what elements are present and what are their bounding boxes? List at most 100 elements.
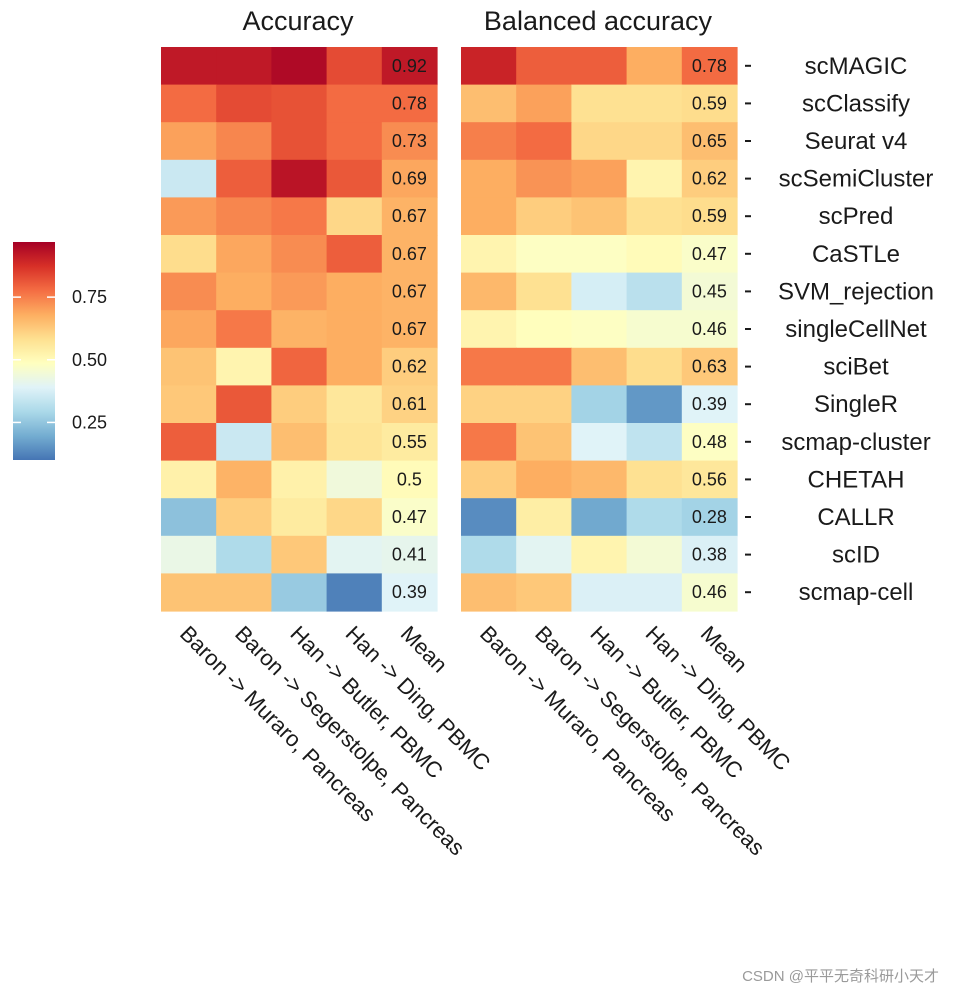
balanced-accuracy-cell (681, 535, 738, 574)
balanced-accuracy-cell (571, 460, 628, 499)
balanced-accuracy-cell (571, 235, 628, 274)
accuracy-cell (161, 84, 217, 123)
balanced-accuracy-cell (681, 460, 738, 499)
accuracy-cell (381, 535, 438, 574)
balanced-accuracy-cell (461, 122, 517, 161)
accuracy-cell (326, 235, 383, 274)
accuracy-cell (216, 573, 272, 612)
balanced-accuracy-cell (571, 423, 628, 462)
method-labels: scMAGIC scClassify Seurat v4 scSemiCluster s… (745, 53, 934, 606)
balanced-accuracy-cell (626, 159, 683, 198)
accuracy-cell (381, 159, 438, 198)
accuracy-cell (271, 385, 328, 424)
accuracy-cell (216, 197, 272, 236)
balanced-accuracy-cell (571, 347, 628, 386)
balanced-accuracy-cell (571, 159, 628, 198)
balanced-accuracy-mean-label: 0.39 (692, 394, 727, 414)
balanced-accuracy-cell (461, 535, 517, 574)
row-label-callr: CALLR (817, 504, 894, 531)
balanced-accuracy-cell (626, 47, 683, 86)
accuracy-cell (326, 347, 383, 386)
accuracy-mean-label: 0.62 (392, 357, 427, 377)
balanced-accuracy-cell (626, 423, 683, 462)
balanced-accuracy-cell (516, 347, 572, 386)
row-label-scid: scID (832, 542, 880, 569)
row-label-singlecellnet: singleCellNet (785, 316, 927, 343)
row-label-seurat-v4: Seurat v4 (805, 128, 908, 155)
balanced-accuracy-heatmap: 0.78 0.59 0.65 0.62 0.59 0.47 0.45 0.46 0.63 0.39… (461, 47, 738, 612)
balanced-accuracy-cell (516, 84, 572, 123)
row-label-chetah: CHETAH (808, 466, 905, 493)
balanced-accuracy-mean-label: 0.65 (692, 131, 727, 151)
balanced-accuracy-cell (571, 310, 628, 349)
accuracy-cell (326, 310, 383, 349)
accuracy-cell (271, 272, 328, 311)
balanced-accuracy-cell (516, 498, 572, 537)
legend-tick-label: 0.50 (72, 350, 107, 370)
accuracy-cell (271, 498, 328, 537)
balanced-accuracy-cell (681, 573, 738, 612)
accuracy-cell (216, 423, 272, 462)
balanced-accuracy-cell (516, 310, 572, 349)
balanced-accuracy-mean-label: 0.59 (692, 206, 727, 226)
balanced-accuracy-cell (681, 159, 738, 198)
accuracy-cell (326, 535, 383, 574)
balanced-accuracy-mean-label: 0.28 (692, 507, 727, 527)
balanced-accuracy-cell (626, 310, 683, 349)
accuracy-cell (381, 385, 438, 424)
balanced-accuracy-cell (516, 385, 572, 424)
accuracy-cell (216, 310, 272, 349)
balanced-accuracy-cell (681, 385, 738, 424)
accuracy-cell (216, 235, 272, 274)
balanced-accuracy-cell (681, 84, 738, 123)
accuracy-cell (326, 272, 383, 311)
accuracy-cell (161, 310, 217, 349)
accuracy-mean-label: 0.69 (392, 169, 427, 189)
accuracy-cell (381, 347, 438, 386)
accuracy-cell (161, 47, 217, 86)
balanced-accuracy-cell (516, 573, 572, 612)
accuracy-cell (216, 347, 272, 386)
balanced-accuracy-mean-label: 0.59 (692, 93, 727, 113)
balanced-accuracy-cell (571, 47, 628, 86)
accuracy-cell (326, 498, 383, 537)
balanced-accuracy-cell (681, 347, 738, 386)
accuracy-cell (216, 84, 272, 123)
accuracy-cell (381, 197, 438, 236)
balanced-accuracy-cell (516, 460, 572, 499)
balanced-accuracy-cell (681, 47, 738, 86)
balanced-accuracy-cell (516, 159, 572, 198)
row-label-svm-rejection: SVM_rejection (778, 278, 934, 305)
balanced-accuracy-cell (516, 122, 572, 161)
accuracy-mean-label: 0.67 (392, 244, 427, 264)
balanced-accuracy-panel-title: Balanced accuracy (484, 6, 713, 36)
balanced-accuracy-cell (461, 159, 517, 198)
accuracy-cell (161, 535, 217, 574)
accuracy-mean-label: 0.39 (392, 582, 427, 602)
accuracy-cell (216, 498, 272, 537)
balanced-accuracy-cell (681, 235, 738, 274)
balanced-accuracy-cell (516, 235, 572, 274)
row-label-scmap-cell: scmap-cell (799, 579, 914, 606)
balanced-accuracy-cell (571, 385, 628, 424)
accuracy-cell (271, 159, 328, 198)
accuracy-mean-label: 0.73 (392, 131, 427, 151)
balanced-accuracy-mean-label: 0.48 (692, 432, 727, 452)
balanced-accuracy-cell (461, 84, 517, 123)
balanced-accuracy-cell (626, 535, 683, 574)
balanced-accuracy-mean-label: 0.46 (692, 582, 727, 602)
accuracy-cell (161, 122, 217, 161)
accuracy-cell (161, 385, 217, 424)
accuracy-cell (216, 535, 272, 574)
balanced-accuracy-mean-label: 0.56 (692, 469, 727, 489)
balanced-accuracy-mean-label: 0.45 (692, 281, 727, 301)
accuracy-cell (216, 272, 272, 311)
accuracy-cell (216, 122, 272, 161)
accuracy-cell (326, 385, 383, 424)
accuracy-cell (271, 347, 328, 386)
accuracy-mean-label: 0.67 (392, 206, 427, 226)
balanced-accuracy-cell (571, 197, 628, 236)
balanced-accuracy-cell (681, 197, 738, 236)
